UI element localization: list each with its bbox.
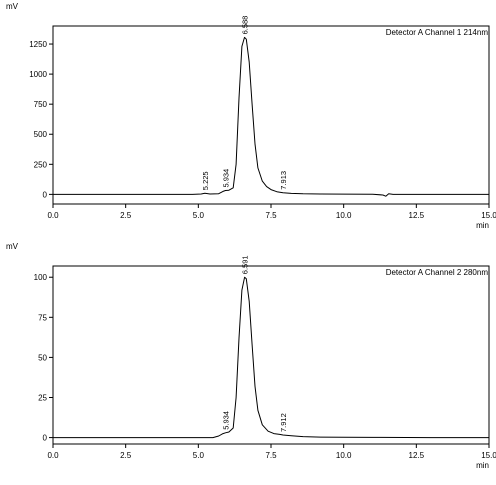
x-tick-label: 10.0 bbox=[336, 211, 352, 220]
y-tick-label: 750 bbox=[34, 100, 48, 109]
y-tick-label: 75 bbox=[38, 313, 47, 322]
y-tick-label: 0 bbox=[43, 190, 48, 199]
y-tick-label: 50 bbox=[38, 353, 47, 362]
x-tick-label: 2.5 bbox=[120, 451, 132, 460]
plot-frame bbox=[52, 265, 490, 445]
x-axis-unit-label: min bbox=[476, 221, 489, 230]
chart-panel-2: mV min Detector A Channel 2 280nm 0 25 50 75 10… bbox=[6, 242, 496, 470]
chromatogram-trace bbox=[53, 36, 489, 197]
peak-retention-label: 5.934 bbox=[221, 169, 230, 188]
x-tick-label: 2.5 bbox=[120, 211, 132, 220]
y-tick-label: 100 bbox=[34, 273, 48, 282]
x-tick-label: 7.5 bbox=[265, 451, 277, 460]
x-tick-label: 15.0 bbox=[481, 211, 496, 220]
x-tick-label: 10.0 bbox=[336, 451, 352, 460]
x-tick-label: 0.0 bbox=[47, 451, 59, 460]
peak-retention-label: 5.934 bbox=[221, 411, 230, 430]
x-tick-label: 15.0 bbox=[481, 451, 496, 460]
detector-annotation: Detector A Channel 1 214nm bbox=[386, 28, 489, 37]
x-tick-label: 12.5 bbox=[409, 451, 425, 460]
detector-annotation: Detector A Channel 2 280nm bbox=[386, 268, 489, 277]
chart-panel-1: mV min Detector A Channel 1 214nm 0 250 500 75… bbox=[6, 2, 496, 230]
peak-retention-label: 5.225 bbox=[201, 171, 210, 190]
x-tick-label: 12.5 bbox=[409, 211, 425, 220]
chromatogram-trace bbox=[53, 276, 489, 439]
y-axis-unit-label: mV bbox=[6, 2, 19, 11]
peak-retention-label: 7.912 bbox=[279, 413, 288, 432]
y-tick-label: 25 bbox=[38, 393, 47, 402]
x-tick-label: 7.5 bbox=[265, 211, 277, 220]
peak-retention-label: 6.588 bbox=[240, 16, 249, 35]
x-tick-label: 5.0 bbox=[193, 451, 205, 460]
y-tick-label: 1000 bbox=[29, 70, 47, 79]
peak-retention-label: 7.913 bbox=[279, 171, 288, 190]
y-tick-label: 1250 bbox=[29, 40, 47, 49]
y-tick-label: 250 bbox=[34, 160, 48, 169]
x-tick-label: 5.0 bbox=[193, 211, 205, 220]
y-tick-label: 0 bbox=[43, 434, 48, 443]
plot-frame bbox=[52, 25, 490, 205]
y-axis-unit-label: mV bbox=[6, 242, 19, 251]
y-tick-label: 500 bbox=[34, 130, 48, 139]
peak-retention-label: 6.591 bbox=[241, 255, 250, 274]
x-axis-unit-label: min bbox=[476, 461, 489, 470]
x-tick-label: 0.0 bbox=[47, 211, 59, 220]
